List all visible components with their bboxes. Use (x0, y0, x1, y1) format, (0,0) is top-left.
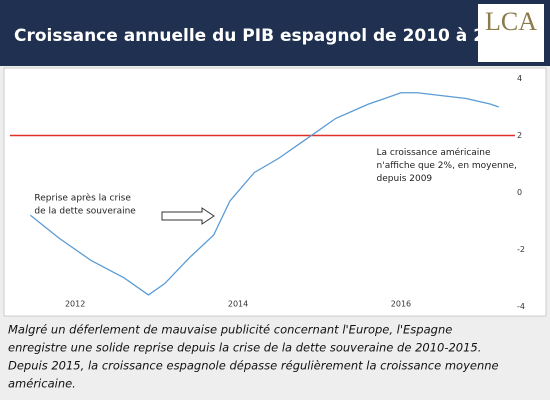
x-tick-label: 2016 (391, 300, 411, 309)
caption: enregistre une solide reprise depuis la … (8, 341, 481, 355)
annotation: Reprise après la crise (34, 193, 131, 204)
annotation: n'affiche que 2%, en moyenne, (377, 161, 517, 171)
chart-area (3, 67, 547, 317)
y-tick-label: -4 (517, 302, 525, 311)
annotation: depuis 2009 (377, 174, 433, 184)
y-tick-label: 2 (517, 131, 522, 140)
title: Croissance annuelle du PIB espagnol de 2… (14, 26, 521, 46)
y-tick-label: -2 (517, 245, 525, 254)
logo-box (478, 4, 544, 62)
series-line (29, 92, 499, 296)
header (0, 0, 550, 66)
x-tick-label: 2014 (228, 300, 248, 309)
caption: Depuis 2015, la croissance espagnole dép… (8, 359, 499, 373)
x-tick-label: 2012 (65, 300, 85, 309)
annotation: La croissance américaine (377, 147, 491, 158)
logo: LCA (485, 7, 537, 36)
arrow (161, 207, 215, 225)
y-tick-label: 4 (517, 74, 522, 83)
y-tick-label: 0 (517, 188, 522, 197)
caption: Malgré un déferlement de mauvaise public… (8, 323, 452, 337)
annotation: de la dette souveraine (34, 207, 136, 217)
caption: américaine. (8, 377, 76, 391)
